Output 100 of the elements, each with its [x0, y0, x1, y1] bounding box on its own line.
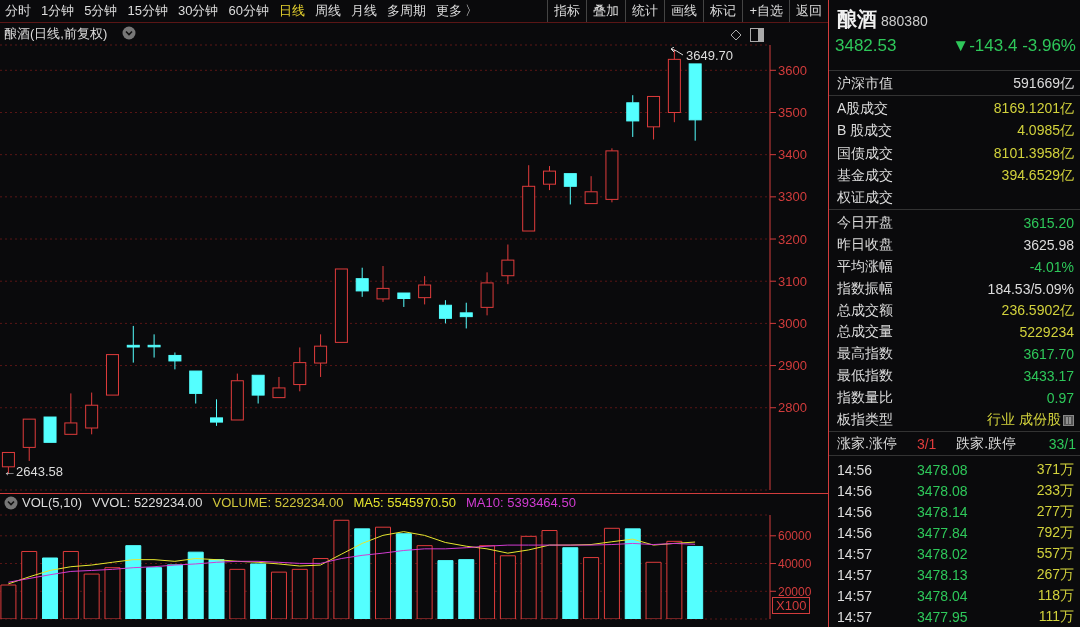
- y-tick-label: 3300: [778, 189, 807, 205]
- y-tick-label: 40000: [778, 556, 812, 571]
- line-series: [7, 542, 696, 583]
- bar: [21, 550, 38, 619]
- text: 平均涨幅: [837, 258, 893, 276]
- candlestick: [64, 392, 78, 435]
- candlestick: [480, 271, 494, 316]
- text: 1分钟: [40, 2, 76, 20]
- bar: [458, 559, 475, 619]
- text: 5分钟: [83, 2, 119, 20]
- text: 今日开盘: [837, 214, 893, 232]
- text: 指数振幅: [837, 280, 893, 298]
- text: 591669亿: [1013, 75, 1074, 93]
- candlestick: [251, 374, 265, 405]
- candlestick: [522, 164, 536, 232]
- text: 最低指数: [837, 367, 893, 385]
- candlestick: [397, 292, 411, 308]
- bar: [229, 568, 246, 619]
- text: 33/1: [1048, 436, 1076, 452]
- bar: [42, 557, 59, 619]
- candlestick: [22, 418, 36, 462]
- candlestick: [334, 268, 348, 343]
- text: 3625.98: [1023, 237, 1074, 253]
- bar: [104, 567, 121, 619]
- text: 3/1: [916, 436, 937, 452]
- bar: [166, 564, 183, 619]
- text: 3615.20: [1023, 215, 1074, 231]
- text: 酿酒: [837, 7, 877, 32]
- y-tick-label: 3500: [778, 105, 807, 121]
- bar: [395, 533, 412, 619]
- text: 3478.04: [917, 588, 969, 604]
- text: 3433.17: [1023, 368, 1074, 384]
- candlestick: [272, 376, 286, 399]
- text: 30分钟: [176, 2, 220, 20]
- text: 14:56: [837, 462, 874, 478]
- text: 277万: [1035, 503, 1074, 521]
- text: 涨家.涨停: [837, 435, 897, 453]
- line-series: [7, 531, 696, 585]
- bar: [499, 555, 516, 619]
- text: 板指类型: [837, 411, 893, 429]
- bar: [291, 568, 308, 619]
- text: 权证成交: [837, 189, 893, 207]
- bar: [250, 563, 267, 619]
- text: 8169.1201亿: [993, 100, 1074, 118]
- candlestick: [168, 351, 182, 370]
- text: 返回: [789, 0, 828, 22]
- text: A股成交: [837, 100, 889, 118]
- text: 指数量比: [837, 389, 893, 407]
- text: 3478.14: [917, 504, 969, 520]
- candlestick: [43, 416, 57, 443]
- text: 236.5902亿: [1001, 302, 1074, 320]
- candlestick: [459, 302, 473, 329]
- text: VOLUME: 5229234.00: [212, 495, 344, 510]
- text: -3.96%: [1022, 36, 1076, 55]
- text: 3478.08: [917, 483, 969, 499]
- bar: [208, 559, 225, 619]
- text: 行业 成份股: [987, 411, 1062, 429]
- y-tick-label: 3100: [778, 273, 807, 289]
- bar: [146, 567, 163, 619]
- text: 3482.53: [835, 36, 897, 56]
- text: 111万: [1037, 608, 1074, 626]
- text: 3477.84: [917, 525, 969, 541]
- bar: [62, 550, 79, 619]
- bar: [645, 561, 662, 619]
- text: 267万: [1035, 566, 1074, 584]
- text: 60分钟: [227, 2, 270, 20]
- bar: [354, 528, 371, 619]
- text: 总成交量: [837, 323, 893, 341]
- text: 周线: [313, 2, 342, 20]
- text: 昨日收盘: [837, 236, 893, 254]
- bar: [479, 545, 496, 619]
- candlestick: [605, 147, 619, 203]
- text: 日线: [277, 2, 306, 20]
- y-tick-label: 2900: [778, 358, 807, 374]
- text: MA10: 5393464.50: [466, 495, 576, 510]
- text: 画线: [664, 0, 704, 22]
- text: 14:57: [837, 609, 874, 625]
- text: 跌家.跌停: [956, 435, 1017, 453]
- text: MA5: 5545970.50: [353, 495, 457, 510]
- text: 3617.70: [1023, 346, 1074, 362]
- text: 沪深市值: [837, 75, 893, 93]
- bar: [583, 557, 600, 619]
- y-tick-label: 60000: [778, 529, 812, 544]
- text: 184.53/5.09%: [987, 281, 1074, 297]
- y-tick-label: 3400: [778, 147, 807, 163]
- text: ▼-143.4: [952, 36, 1018, 55]
- candlestick: [584, 175, 598, 205]
- candlestick: [647, 95, 661, 140]
- text: 指标: [547, 0, 587, 22]
- bar: [375, 526, 392, 619]
- candlestick: [189, 370, 203, 405]
- text: 更多 〉: [434, 2, 480, 20]
- text: 8101.3958亿: [993, 145, 1074, 163]
- bar: [125, 545, 142, 619]
- text: X100: [772, 597, 811, 614]
- bar: [333, 519, 350, 619]
- text: 14:56: [837, 483, 874, 499]
- text: 15分钟: [126, 2, 169, 20]
- bar: [687, 545, 704, 619]
- text: 多周期: [385, 2, 427, 20]
